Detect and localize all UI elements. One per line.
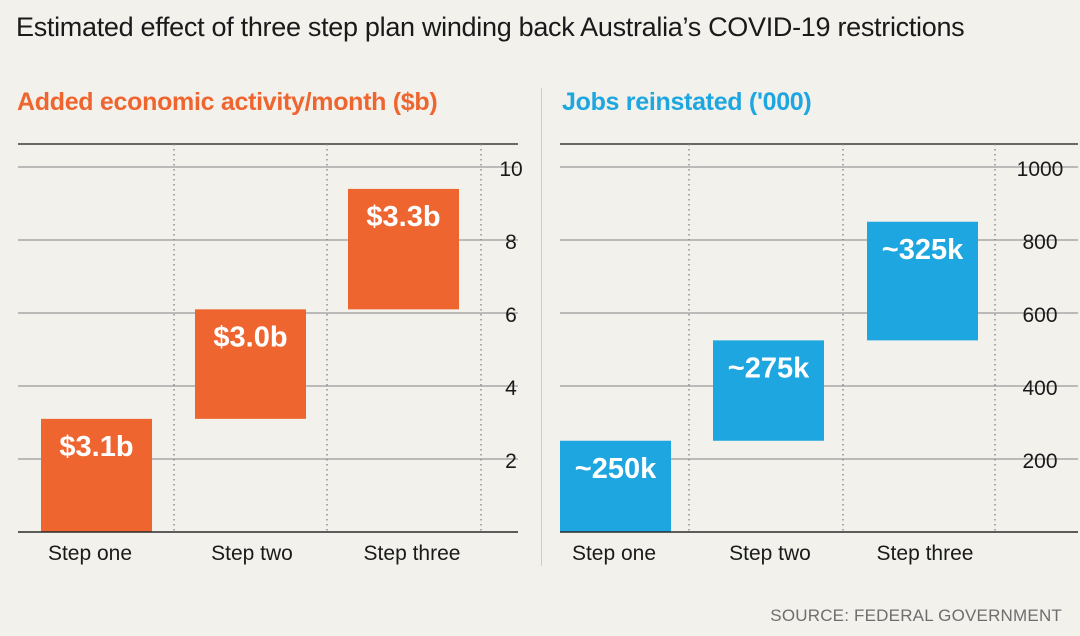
left-ytick-label: 10: [499, 158, 522, 181]
left-bar: [195, 309, 306, 419]
right-category-label: Step three: [877, 542, 974, 565]
right-bar: [713, 340, 824, 441]
right-category-label: Step two: [729, 542, 811, 565]
left-category-label: Step one: [48, 542, 132, 565]
right-ytick-label: 400: [1022, 377, 1057, 400]
left-chart-title: Added economic activity/month ($b): [17, 88, 438, 116]
right-chart-title: Jobs reinstated ('000): [562, 88, 812, 116]
left-category-label: Step three: [364, 542, 461, 565]
right-ytick-label: 200: [1022, 450, 1057, 473]
right-bar: [560, 440, 671, 532]
source-note: SOURCE: FEDERAL GOVERNMENT: [770, 606, 1062, 625]
right-data-label: ~325k: [882, 234, 964, 266]
left-bar: [348, 188, 459, 310]
jobs-chart: 200 400 600 800 1000 ~250k Step one ~275k Step t…: [560, 143, 1078, 565]
left-data-label: $3.3b: [366, 201, 440, 233]
left-data-label: $3.1b: [59, 431, 133, 463]
right-data-label: ~250k: [575, 453, 657, 485]
left-ytick-label: 8: [505, 231, 517, 254]
left-ytick-label: 6: [505, 304, 517, 327]
left-ytick-label: 2: [505, 450, 517, 473]
right-ytick-label: 800: [1022, 231, 1057, 254]
right-category-label: Step one: [572, 542, 656, 565]
chart-title: Estimated effect of three step plan wind…: [16, 12, 965, 42]
economic-activity-chart: 2 4 6 8 10 $3.1b Step one $3.0b Step two $3.3b Ste…: [18, 143, 523, 565]
right-bar: [867, 221, 978, 341]
left-category-label: Step two: [211, 542, 293, 565]
panel-divider: [541, 88, 542, 566]
right-ytick-label: 600: [1022, 304, 1057, 327]
right-data-label: ~275k: [728, 352, 810, 384]
right-ytick-label: 1000: [1017, 158, 1064, 181]
left-data-label: $3.0b: [213, 321, 287, 353]
left-bar: [41, 418, 152, 532]
left-ytick-label: 4: [505, 377, 517, 400]
